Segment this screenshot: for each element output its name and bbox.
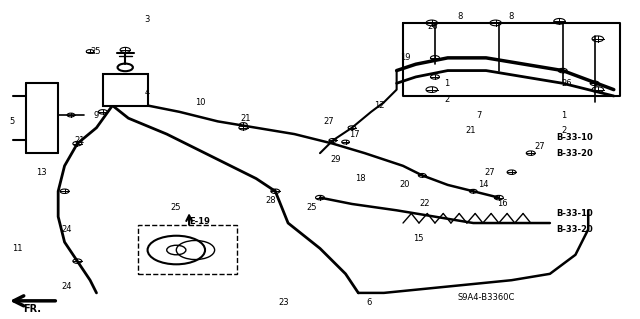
Text: 24: 24: [61, 225, 72, 234]
Text: 19: 19: [400, 53, 410, 62]
Text: 3: 3: [145, 15, 150, 24]
Text: 13: 13: [36, 168, 47, 177]
Text: 23: 23: [278, 298, 289, 307]
Text: 24: 24: [61, 282, 72, 291]
Text: B-33-10: B-33-10: [556, 133, 593, 142]
Text: 1: 1: [561, 111, 566, 120]
Text: 26: 26: [561, 79, 572, 88]
Text: 15: 15: [413, 234, 423, 243]
Text: 2: 2: [445, 95, 450, 104]
Text: E-19: E-19: [189, 217, 210, 226]
Text: 9: 9: [93, 111, 99, 120]
Text: 8: 8: [458, 12, 463, 21]
Text: 14: 14: [478, 181, 489, 189]
Text: 21: 21: [466, 126, 476, 135]
Text: 20: 20: [400, 181, 410, 189]
Text: 28: 28: [266, 196, 276, 205]
Text: 10: 10: [195, 98, 206, 107]
Text: 25: 25: [306, 203, 316, 211]
Bar: [138, 225, 237, 274]
Text: 16: 16: [497, 199, 508, 208]
Bar: [103, 74, 148, 106]
Text: 7: 7: [476, 111, 482, 120]
Text: 17: 17: [349, 130, 360, 138]
Text: 27: 27: [323, 117, 334, 126]
Text: 25: 25: [170, 203, 180, 211]
Text: 11: 11: [12, 244, 22, 253]
Text: S9A4-B3360C: S9A4-B3360C: [458, 293, 515, 302]
Text: 1: 1: [445, 79, 450, 88]
Text: 27: 27: [484, 168, 495, 177]
Text: 22: 22: [419, 199, 429, 208]
Text: FR.: FR.: [23, 304, 41, 314]
Text: 6: 6: [366, 298, 371, 307]
Text: 21: 21: [74, 136, 84, 145]
Text: 25: 25: [90, 47, 100, 56]
Text: 12: 12: [374, 101, 385, 110]
Text: B-33-10: B-33-10: [556, 209, 593, 218]
Text: 2: 2: [561, 126, 566, 135]
Text: B-33-20: B-33-20: [556, 149, 593, 158]
Text: 8: 8: [508, 12, 514, 21]
Text: 4: 4: [145, 88, 150, 97]
Text: 5: 5: [10, 117, 15, 126]
Text: 26: 26: [428, 22, 438, 31]
Text: 18: 18: [355, 174, 365, 183]
Text: B-33-20: B-33-20: [556, 225, 593, 234]
Text: 29: 29: [331, 155, 341, 164]
Text: 27: 27: [534, 142, 545, 151]
Text: 21: 21: [240, 114, 251, 123]
